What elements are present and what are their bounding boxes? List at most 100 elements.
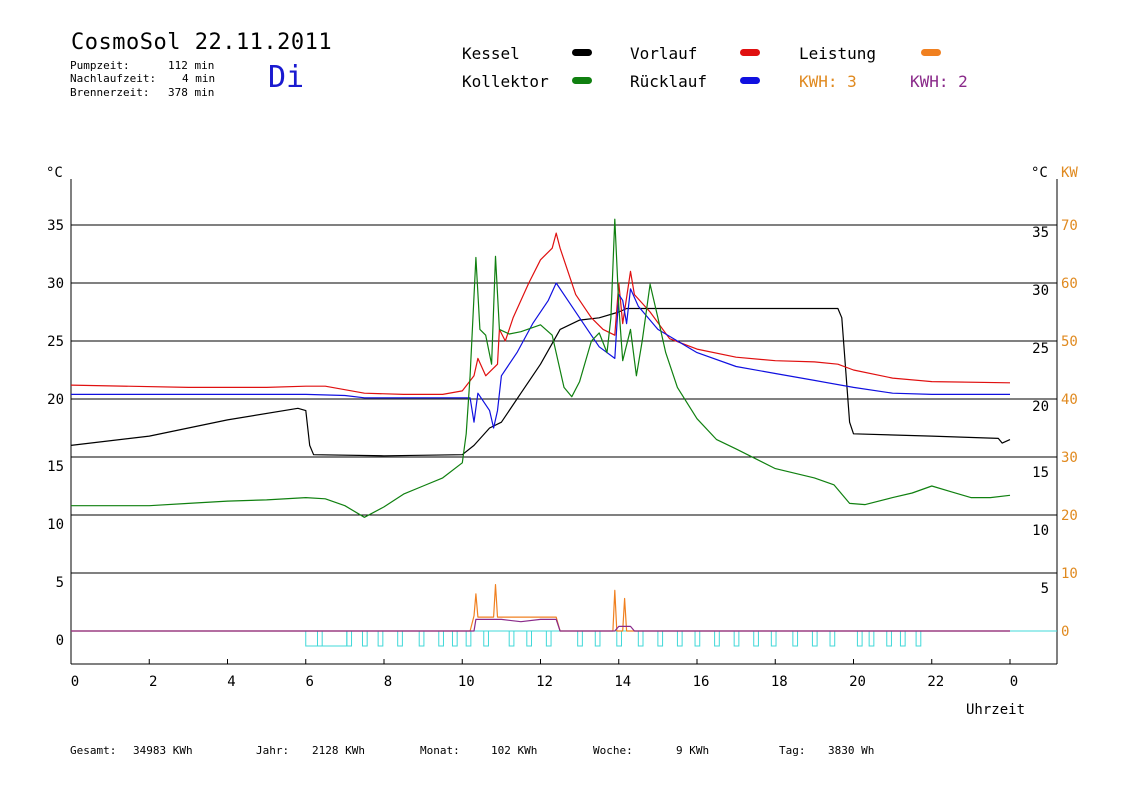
pump-pulse-mark — [753, 630, 759, 647]
pump-pulse-mark — [886, 630, 892, 647]
footer-value: 3830 Wh — [828, 744, 875, 757]
pump-pulse-mark — [856, 630, 863, 647]
y-tick-label-right: 30 — [1032, 283, 1049, 299]
pump-pulse-mark — [733, 630, 740, 647]
pump-pulse-mark — [397, 630, 403, 647]
y-tick-label-kw: 20 — [1061, 508, 1078, 524]
pump-pulse-mark — [377, 630, 384, 647]
pump-pulse-mark — [508, 630, 515, 647]
x-tick-label: 22 — [927, 674, 944, 690]
pump-pulse-mark — [616, 630, 622, 647]
pump-pulse-mark — [418, 630, 425, 647]
legend-vorlauf: Vorlauf — [630, 44, 698, 63]
pump-pulse-mark — [594, 630, 601, 647]
legend-kwh-1: KWH: 3 — [799, 72, 857, 91]
pump-pulse-mark — [483, 630, 489, 647]
y-tick-label-right: 20 — [1032, 399, 1049, 415]
y-tick-label-right: 35 — [1032, 225, 1049, 241]
right-axis-unit-kw: KW — [1061, 165, 1078, 181]
series-line-kessel — [70, 307, 1011, 457]
y-tick-label-right: 15 — [1032, 465, 1049, 481]
x-tick-label: 14 — [614, 674, 631, 690]
y-tick-label-right: 10 — [1032, 523, 1049, 539]
pump-pulse-mark — [770, 630, 777, 647]
footer-value: 34983 KWh — [133, 744, 193, 757]
y-tick-label-kw: 30 — [1061, 450, 1078, 466]
y-tick-label-kw: 40 — [1061, 392, 1078, 408]
pump-pulse-mark — [811, 630, 818, 647]
pump-pulse-mark — [361, 630, 368, 647]
legend-swatch-kessel — [572, 49, 592, 56]
legend-swatch-kollektor — [572, 77, 592, 84]
y-tick-label-left: 20 — [47, 392, 64, 408]
legend-leistung: Leistung — [799, 44, 877, 63]
y-tick-label-kw: 10 — [1061, 566, 1078, 582]
pump-pulse-mark — [915, 630, 922, 647]
pump-pulse-mark — [526, 630, 533, 647]
stat-value: 378 min — [168, 86, 215, 99]
legend-kwh-2: KWH: 2 — [910, 72, 968, 91]
legend-swatch-vorlauf — [740, 49, 760, 56]
x-tick-label: 4 — [227, 674, 235, 690]
weekday-label: Di — [268, 60, 305, 95]
pump-pulse-mark — [346, 630, 353, 647]
pump-pulse-mark — [637, 630, 644, 647]
footer-value: 9 KWh — [676, 744, 710, 757]
pump-pulse-mark — [316, 630, 323, 647]
pump-pulse-mark — [899, 630, 906, 647]
y-tick-label-left: 0 — [56, 633, 64, 649]
y-tick-label-kw: 70 — [1061, 218, 1078, 234]
pump-pulse-mark — [657, 630, 664, 647]
footer-label: Woche: — [593, 744, 633, 757]
footer-label: Gesamt: — [70, 744, 117, 757]
legend-swatch-leistung — [921, 49, 941, 56]
pump-pulse-mark — [438, 630, 444, 647]
x-tick-label: 6 — [306, 674, 314, 690]
pump-pulse-mark — [545, 630, 552, 647]
left-axis-unit: °C — [46, 165, 63, 181]
x-tick-label: 10 — [458, 674, 475, 690]
y-tick-label-left: 30 — [47, 276, 64, 292]
y-tick-label-kw: 60 — [1061, 276, 1078, 292]
series-line-pumpe — [71, 618, 1010, 632]
y-tick-label-left: 35 — [47, 218, 64, 234]
x-tick-label: 12 — [536, 674, 553, 690]
legend-kessel: Kessel — [462, 44, 520, 63]
pump-pulse-mark — [792, 630, 799, 647]
series-line-leistung — [71, 584, 1010, 632]
y-tick-label-right: 25 — [1032, 341, 1049, 357]
pump-pulse-mark — [451, 630, 458, 647]
stat-label: Brennerzeit: — [70, 86, 150, 99]
x-tick-label: 2 — [149, 674, 157, 690]
y-tick-label-right: 5 — [1041, 581, 1049, 597]
pump-pulse-mark — [868, 630, 875, 647]
stat-label: Nachlaufzeit: — [70, 72, 157, 85]
y-tick-label-kw: 0 — [1061, 624, 1069, 640]
series-line-vorlauf — [70, 232, 1011, 395]
x-tick-label: 16 — [693, 674, 710, 690]
series-line-rcklauf — [71, 282, 1010, 429]
pump-pulse-mark — [676, 630, 683, 647]
y-tick-label-left: 15 — [47, 459, 64, 475]
series-line-kollektor — [71, 218, 1011, 518]
x-tick-label: 20 — [849, 674, 866, 690]
footer-value: 102 KWh — [491, 744, 538, 757]
page-title: CosmoSol 22.11.2011 — [71, 30, 333, 55]
pump-pulse-mark — [694, 630, 701, 647]
footer-label: Monat: — [420, 744, 460, 757]
pump-pulse-mark — [577, 630, 583, 647]
footer-label: Jahr: — [256, 744, 290, 757]
x-tick-label: 0 — [71, 674, 79, 690]
y-tick-label-left: 5 — [56, 575, 64, 591]
y-tick-label-kw: 50 — [1061, 334, 1078, 350]
x-tick-label: 0 — [1010, 674, 1018, 690]
legend-swatch-ruecklauf — [740, 77, 760, 84]
footer-value: 2128 KWh — [312, 744, 365, 757]
pump-pulse-mark — [465, 630, 472, 647]
pump-pulse-mark — [305, 630, 348, 647]
stat-value: 112 min — [168, 59, 215, 72]
x-axis-label: Uhrzeit — [966, 702, 1026, 718]
stat-label: Pumpzeit: — [70, 59, 130, 72]
pump-pulse-mark — [714, 630, 720, 647]
